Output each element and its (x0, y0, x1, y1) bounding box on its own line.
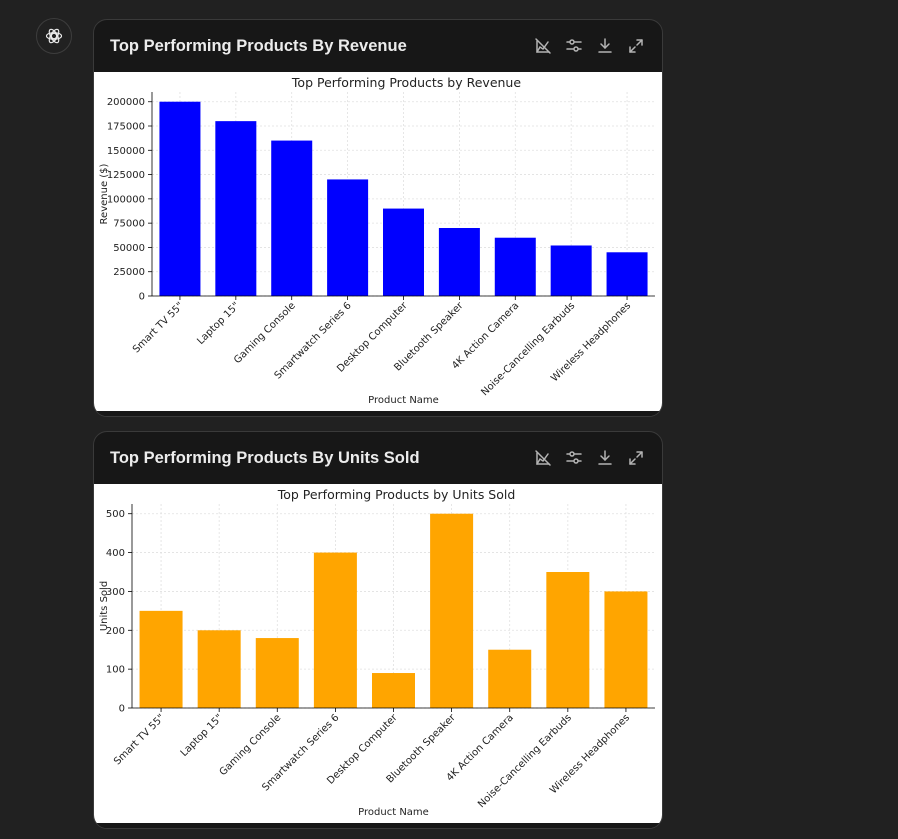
y-tick-label: 50000 (113, 243, 145, 254)
bar (313, 552, 357, 708)
card-title: Top Performing Products By Units Sold (110, 448, 420, 467)
filter-icon (566, 39, 582, 52)
disable-interactivity-button[interactable] (533, 448, 553, 468)
x-tick-label: Gaming Console (218, 712, 284, 778)
y-axis-label: Revenue ($) (99, 163, 110, 224)
disable-interactivity-icon (535, 38, 551, 54)
bar (604, 591, 648, 708)
bar (438, 228, 480, 296)
chart-plot-area: 0 100 200 300 400 500 Smart TV 55" Laptop 15" Ga… (94, 484, 662, 823)
y-tick-label: 150000 (107, 146, 145, 157)
chart-title: Top Performing Products by Revenue (291, 75, 521, 90)
y-tick-label: 200 (106, 626, 125, 637)
y-tick-label: 300 (106, 587, 125, 598)
filter-button[interactable] (564, 36, 584, 56)
y-tick-label: 500 (106, 509, 125, 520)
download-icon (598, 38, 612, 53)
bar (494, 237, 536, 296)
chart-toolbar (533, 448, 646, 468)
disable-interactivity-icon (535, 450, 551, 466)
y-axis-label: Units Sold (99, 581, 110, 631)
bar (327, 179, 369, 296)
download-icon (598, 450, 612, 465)
download-button[interactable] (595, 36, 615, 56)
y-tick-label: 100000 (107, 194, 145, 205)
y-tick-label: 0 (139, 292, 145, 303)
assistant-avatar (36, 18, 72, 54)
x-tick-label: Laptop 15" (195, 300, 242, 347)
chart-card-units: Top Performing Products By Units Sold (93, 431, 663, 829)
bar (550, 245, 592, 296)
bar (215, 121, 257, 296)
x-axis-label: Product Name (368, 395, 439, 406)
bar (159, 101, 201, 296)
bar (197, 630, 241, 708)
chart-title: Top Performing Products by Units Sold (277, 487, 516, 502)
y-tick-label: 0 (119, 704, 125, 715)
x-tick-label: Noise-Cancelling Earbuds (476, 712, 574, 810)
bar (383, 208, 424, 296)
expand-icon (629, 451, 643, 465)
bar (430, 513, 474, 708)
x-tick-label: Noise-Cancelling Earbuds (479, 300, 577, 398)
bar (606, 252, 648, 296)
y-tick-label: 100 (106, 665, 125, 676)
filter-icon (566, 451, 582, 464)
revenue-bar-chart: 0 25000 50000 75000 100000 125000 150000 175000… (99, 75, 655, 406)
y-tick-label: 125000 (107, 170, 145, 181)
x-tick-label: Laptop 15" (179, 712, 226, 759)
card-header: Top Performing Products By Revenue (94, 20, 662, 72)
bar (271, 140, 313, 296)
bar (546, 572, 590, 708)
download-button[interactable] (595, 448, 615, 468)
bar (139, 610, 183, 708)
bar (372, 673, 415, 708)
x-axis-label: Product Name (358, 807, 429, 818)
x-tick-label: Smart TV 55" (131, 300, 186, 355)
filter-button[interactable] (564, 448, 584, 468)
bar (488, 649, 532, 708)
expand-button[interactable] (626, 36, 646, 56)
card-header: Top Performing Products By Units Sold (94, 432, 662, 484)
units-bar-chart: 0 100 200 300 400 500 Smart TV 55" Laptop 15"Ga… (99, 487, 655, 818)
expand-button[interactable] (626, 448, 646, 468)
card-title: Top Performing Products By Revenue (110, 36, 407, 55)
chart-plot-area: 0 25000 50000 75000 100000 125000 150000 175000… (94, 72, 662, 411)
x-tick-label: Gaming Console (232, 300, 298, 366)
y-tick-label: 75000 (113, 219, 145, 230)
y-tick-label: 25000 (113, 267, 145, 278)
disable-interactivity-button[interactable] (533, 36, 553, 56)
y-tick-label: 400 (106, 548, 125, 559)
bar (255, 638, 299, 708)
y-tick-label: 200000 (107, 97, 145, 108)
x-tick-label: Smart TV 55" (112, 712, 167, 767)
y-tick-label: 175000 (107, 122, 145, 133)
chart-card-revenue: Top Performing Products By Revenue (93, 19, 663, 417)
expand-icon (629, 39, 643, 53)
chart-toolbar (533, 36, 646, 56)
openai-logo-icon (45, 28, 63, 44)
